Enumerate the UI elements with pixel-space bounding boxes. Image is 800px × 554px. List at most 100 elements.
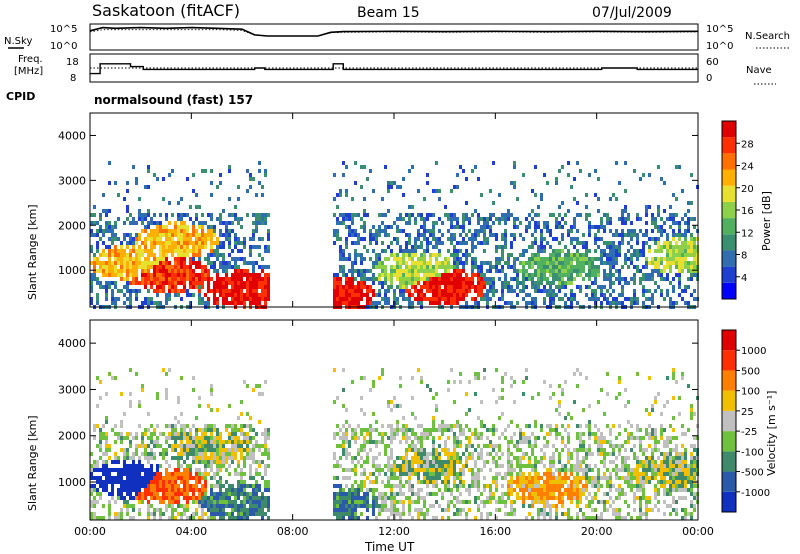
power-cell [219, 217, 222, 221]
velocity-cell [480, 424, 483, 428]
power-cell [258, 265, 261, 269]
velocity-cell [513, 500, 516, 504]
power-cell [663, 269, 666, 273]
power-cell [111, 265, 114, 269]
velocity-cell [108, 512, 111, 516]
velocity-cell [174, 424, 177, 428]
velocity-cell [534, 476, 537, 480]
power-cell [216, 185, 219, 189]
power-cell [216, 301, 219, 305]
power-cell [561, 249, 564, 253]
velocity-cell [198, 472, 201, 476]
velocity-cell [336, 464, 339, 468]
power-cell [219, 173, 222, 177]
velocity-cell [375, 516, 378, 520]
velocity-cell [252, 444, 255, 448]
power-cell [687, 217, 690, 221]
velocity-cell [234, 432, 237, 436]
velocity-cell [144, 488, 147, 492]
power-cell [180, 273, 183, 277]
velocity-cell [525, 484, 528, 488]
power-cell [411, 301, 414, 305]
velocity-cell [195, 452, 198, 456]
power-cell [405, 273, 408, 277]
velocity-cell [393, 476, 396, 480]
power-cell [498, 277, 501, 281]
power-cell [516, 277, 519, 281]
power-cell [477, 293, 480, 297]
velocity-cell [540, 460, 543, 464]
velocity-cell [93, 476, 96, 480]
velocity-cell [219, 444, 222, 448]
power-cell [99, 225, 102, 229]
power-cell [408, 281, 411, 285]
velocity-cell [510, 468, 513, 472]
velocity-cell [132, 452, 135, 456]
velocity-cell [357, 436, 360, 440]
power-cell [537, 253, 540, 257]
power-cell [126, 269, 129, 273]
power-cell [348, 293, 351, 297]
velocity-cell [192, 376, 195, 380]
velocity-cell [366, 428, 369, 432]
power-cell [435, 253, 438, 257]
power-cell [150, 245, 153, 249]
velocity-cell [354, 468, 357, 472]
power-cell [159, 265, 162, 269]
velocity-cell [96, 444, 99, 448]
power-cell [156, 221, 159, 225]
power-cell [156, 229, 159, 233]
velocity-cell [402, 456, 405, 460]
power-cell [147, 225, 150, 229]
power-cell [399, 217, 402, 221]
power-cell [204, 237, 207, 241]
velocity-cell [534, 464, 537, 468]
power-cell [249, 281, 252, 285]
velocity-cell [477, 444, 480, 448]
velocity-cell [129, 472, 132, 476]
velocity-cell [180, 516, 183, 520]
velocity-cell [168, 480, 171, 484]
velocity-cell [105, 432, 108, 436]
power-cell [144, 277, 147, 281]
velocity-cell [429, 492, 432, 496]
power-cell [168, 273, 171, 277]
velocity-cell [402, 416, 405, 420]
power-cell [204, 273, 207, 277]
velocity-cell [477, 432, 480, 436]
power-cell [237, 221, 240, 225]
velocity-cell [342, 436, 345, 440]
power-cell [381, 241, 384, 245]
power-cell [462, 265, 465, 269]
power-cell [399, 229, 402, 233]
velocity-cell [144, 468, 147, 472]
velocity-cell [444, 508, 447, 512]
power-cell [108, 249, 111, 253]
velocity-cell [462, 484, 465, 488]
velocity-cell [543, 508, 546, 512]
power-cell [483, 297, 486, 301]
power-cell [264, 277, 267, 281]
velocity-cell [174, 492, 177, 496]
power-cell [492, 233, 495, 237]
velocity-cell [189, 468, 192, 472]
power-cell [450, 277, 453, 281]
power-cell [93, 233, 96, 237]
velocity-cell [141, 484, 144, 488]
velocity-cell [417, 488, 420, 492]
power-cell [633, 277, 636, 281]
velocity-cell [171, 476, 174, 480]
velocity-cell [162, 492, 165, 496]
velocity-cell [102, 472, 105, 476]
power-cell [186, 241, 189, 245]
power-cell [666, 293, 669, 297]
velocity-cell [105, 468, 108, 472]
power-cell [390, 181, 393, 185]
power-cell [342, 173, 345, 177]
power-cell [204, 245, 207, 249]
power-cell [600, 225, 603, 229]
power-cell [348, 285, 351, 289]
power-cell [438, 229, 441, 233]
power-cell [516, 217, 519, 221]
velocity-cell [534, 468, 537, 472]
